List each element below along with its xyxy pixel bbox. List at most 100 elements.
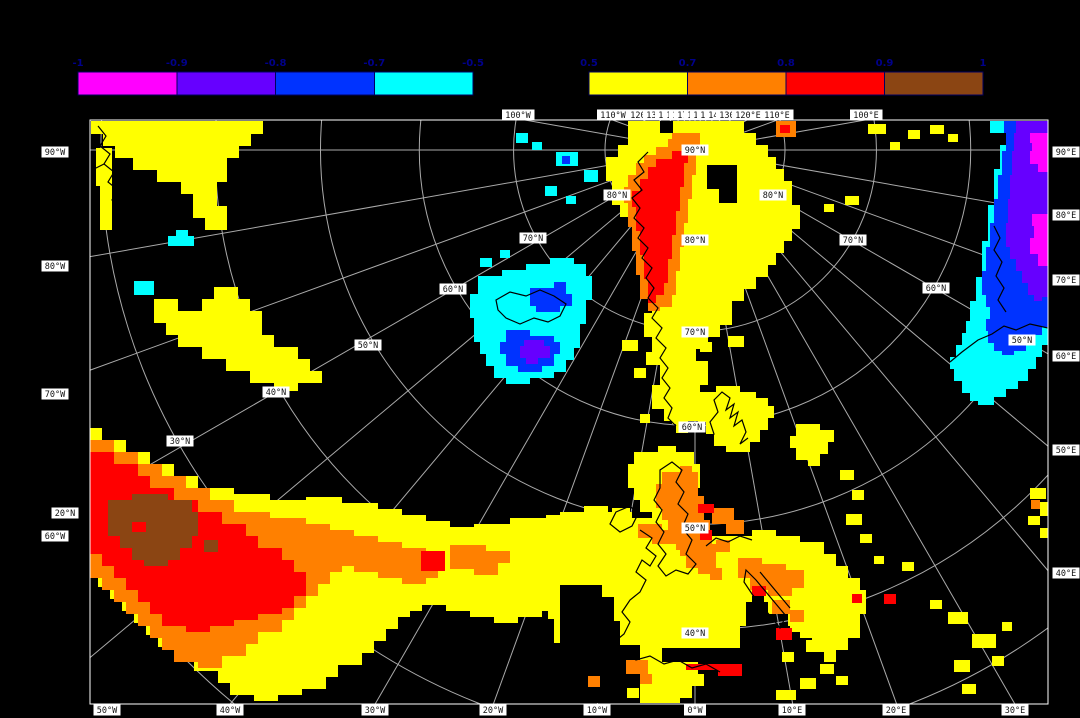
latitude-circle-label: 70°N — [681, 326, 709, 338]
red-speck — [700, 530, 712, 540]
latitude-circle-label-bg — [681, 522, 709, 534]
red-speck — [780, 125, 790, 133]
yellow-speck — [1040, 528, 1048, 538]
atlantic-orange-arm-region — [450, 545, 510, 575]
yellow-speck — [627, 688, 639, 698]
colorbar-segment — [588, 71, 688, 96]
top-edge-label: 110°W — [596, 109, 630, 121]
red-speck — [776, 628, 792, 640]
coastline-path — [743, 568, 787, 630]
bottom-edge-label-text: 10°E — [782, 706, 802, 716]
latitude-circle-label-bg — [681, 627, 709, 639]
latitude-circle-label-text: 50°N — [685, 524, 705, 534]
latitude-circle-label: 80°N — [603, 189, 631, 201]
bottom-edge-label-text: 30°W — [365, 706, 386, 716]
bottom-edge-label-bg — [1001, 704, 1029, 716]
colorbar-segment — [785, 71, 885, 96]
latitude-circle-label: 60°N — [922, 282, 950, 294]
brown-speck — [204, 540, 218, 552]
top-edge-label-bg — [849, 109, 883, 121]
black-speck — [660, 121, 673, 133]
red-speck — [752, 586, 766, 596]
bottom-edge-label: 10°W — [583, 704, 611, 716]
latitude-circle-label: 40°N — [262, 386, 290, 398]
positive-scale-colorbar: 0.5 0.7 0.8 0.9 1 — [580, 58, 987, 96]
latitude-circle-label: 30°N — [166, 435, 194, 447]
latitude-circle-label-text: 40°N — [266, 388, 286, 398]
yellow-speck — [836, 676, 848, 685]
red-speck — [884, 594, 896, 604]
latitude-circle-label-bg — [519, 232, 547, 244]
orange-speck — [626, 660, 648, 674]
iceland-violet-region — [520, 340, 550, 364]
latitude-circle-label-text: 60°N — [443, 285, 463, 295]
colorbar-tick-label: 0.5 — [580, 58, 598, 69]
red-speck — [132, 522, 146, 532]
latitude-circle-label-text: 50°N — [1012, 336, 1032, 346]
latitude-circle-label-bg — [681, 144, 709, 156]
left-edge-label-bg — [41, 260, 69, 272]
yellow-speck — [962, 684, 976, 694]
bottom-edge-label-text: 10°W — [587, 706, 608, 716]
yellow-speck — [622, 340, 638, 351]
anomaly-regions — [90, 121, 1048, 703]
colorbar-segment — [884, 71, 984, 96]
colorbar-tick-label: 1 — [980, 58, 987, 69]
cyan-speck — [168, 236, 194, 246]
bottom-edge-label-bg — [361, 704, 389, 716]
bottom-edge-label-bg — [778, 704, 806, 716]
right-edge-label-bg — [1052, 146, 1080, 158]
colorbar-tick-label: -0.8 — [265, 58, 287, 69]
graticule-labels: 100°W110°W120°W130°W140°W150°W160°W170°W… — [41, 109, 1080, 716]
yellow-speck — [860, 534, 872, 543]
bottom-edge-label-text: 40°W — [220, 706, 241, 716]
latitude-circle-label: 90°N — [681, 144, 709, 156]
orange-speck — [726, 520, 744, 534]
yellow-speck — [640, 414, 650, 423]
bottom-edge-label: 40°W — [216, 704, 244, 716]
yellow-speck — [846, 514, 862, 525]
meridian-line — [694, 149, 1048, 355]
yellow-speck — [600, 522, 624, 538]
right-edge-label: 40°E — [1052, 567, 1080, 579]
colorbar-segment — [275, 71, 375, 96]
yellow-speck — [874, 556, 884, 564]
meridian-line — [694, 149, 898, 704]
latitude-circle-label: 80°N — [681, 234, 709, 246]
left-edge-label-bg — [41, 388, 69, 400]
latitude-circle-label: 70°N — [839, 234, 867, 246]
bottom-edge-label: 20°E — [882, 704, 910, 716]
bottom-edge-label: 0°W — [684, 704, 706, 716]
latitude-circle-label-bg — [262, 386, 290, 398]
latitude-circle-label: 20°N — [51, 507, 79, 519]
latitude-circle-label-text: 70°N — [685, 328, 705, 338]
latitude-circle-label: 70°N — [519, 232, 547, 244]
latitude-circle-label: 80°N — [759, 189, 787, 201]
meridian-line — [694, 149, 1016, 704]
bottom-edge-label-bg — [882, 704, 910, 716]
meridian-line — [374, 149, 696, 704]
map-frame — [89, 119, 1049, 705]
left-edge-label-text: 80°W — [45, 262, 66, 272]
meridian-line — [694, 149, 1048, 280]
coastline-path — [609, 505, 639, 533]
latitude-circle-label-text: 30°N — [170, 437, 190, 447]
bottom-edge-label-bg — [93, 704, 121, 716]
top-edge-label-bg — [760, 109, 794, 121]
top-edge-label-text: 110°W — [600, 111, 626, 121]
bottom-edge-label: 10°E — [778, 704, 806, 716]
top-edge-label: 100°W — [501, 109, 535, 121]
cyan-speck — [516, 133, 528, 143]
red-speck — [421, 551, 445, 571]
yellow-speck — [612, 508, 630, 520]
left-edge-label-text: 60°W — [45, 532, 66, 542]
yellow-speck — [728, 336, 744, 347]
yellow-speck — [972, 634, 996, 648]
right-edge-label-text: 50°E — [1056, 446, 1076, 456]
latitude-circle-label-text: 50°N — [358, 341, 378, 351]
coastlines — [91, 125, 1048, 683]
med-red-strip-region — [686, 664, 742, 676]
right-edge-label: 70°E — [1052, 274, 1080, 286]
